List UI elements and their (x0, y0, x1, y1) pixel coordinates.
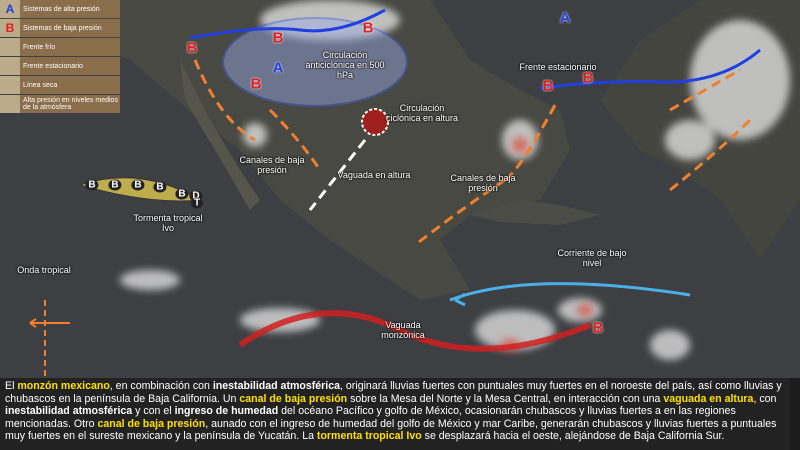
legend-icon: A (5, 2, 15, 16)
legend-label: Alta presión en niveles medios de la atm… (20, 95, 120, 113)
map-label: Canales de baja presión (450, 173, 516, 193)
legend-row: A Sistemas de alta presión (0, 0, 120, 18)
caption: El monzón mexicano, en combinación con i… (0, 378, 790, 450)
legend-row: Frente estacionario (0, 57, 120, 75)
map-marker: B (108, 179, 122, 191)
caption-text: inestabilidad atmosférica (5, 405, 133, 417)
map-label: Circulación ciclónica en altura (385, 103, 459, 123)
map-marker: B (592, 319, 604, 337)
map-marker: T (190, 197, 204, 209)
map-marker: B (175, 188, 189, 200)
map-label: Corriente de bajo nivel (557, 248, 627, 268)
map-label: Circulación anticiclónica en 500 hPa (305, 50, 385, 80)
legend-label: Sistemas de baja presión (20, 19, 120, 37)
legend-row: Línea seca (0, 76, 120, 94)
caption-text: , originará lluvias fuertes con puntuale… (5, 380, 782, 405)
caption-text: El (5, 380, 18, 392)
map-marker: B (153, 181, 167, 193)
caption-text: ingreso de humedad (174, 405, 279, 417)
map-marker: A (559, 9, 571, 27)
map-marker: B (186, 39, 198, 57)
map-marker: B (85, 179, 99, 191)
map-label: Vaguada en altura (337, 170, 411, 180)
legend-row: Frente frío (0, 38, 120, 56)
caption-text: sobre la Mesa del Norte y la Mesa Centra… (347, 392, 664, 405)
map-marker: B (362, 19, 374, 37)
legend-icon: B (5, 21, 15, 35)
map-marker: D (189, 190, 203, 202)
legend-label: Línea seca (20, 76, 120, 94)
map-marker: B (250, 75, 262, 93)
caption-text: tormenta tropical Ivo (316, 430, 422, 442)
map-label: Frente estacionario (519, 62, 597, 72)
caption-text: , en combinación con (109, 380, 213, 392)
caption-text: canal de baja presión (239, 392, 348, 405)
satellite-map (0, 0, 800, 378)
legend-label: Frente estacionario (20, 57, 120, 75)
caption-text: inestabilidad atmosférica (212, 380, 341, 392)
legend-row: B Sistemas de baja presión (0, 19, 120, 37)
caption-text: vaguada en altura (663, 392, 754, 405)
map-marker: B (542, 77, 554, 95)
map-label: Vaguada monzónica (381, 320, 425, 340)
legend: A Sistemas de alta presión B Sistemas de ba… (0, 0, 120, 114)
caption-text: se desplazará hacia el oeste, alejándose… (421, 430, 725, 442)
caption-text: , aunado con el ingreso de humedad del g… (5, 417, 777, 443)
caption-text: , con (753, 392, 777, 405)
map-marker: B (582, 69, 594, 87)
caption-text: monzón mexicano (17, 380, 110, 392)
map-label: Canales de baja presión (239, 155, 305, 175)
map-label: Onda tropical (17, 265, 71, 275)
map-marker: B (131, 179, 145, 191)
map-marker: B (272, 29, 284, 47)
legend-row: Alta presión en niveles medios de la atm… (0, 95, 120, 113)
caption-text: del océano Pacífico y golfo de México, o… (5, 405, 736, 430)
legend-label: Sistemas de alta presión (20, 0, 120, 18)
map-marker: A (272, 59, 284, 77)
map-label: Tormenta tropical Ivo (133, 213, 203, 233)
caption-text: y con el (132, 405, 175, 417)
legend-label: Frente frío (20, 38, 120, 56)
caption-text: canal de baja presión (97, 417, 206, 430)
